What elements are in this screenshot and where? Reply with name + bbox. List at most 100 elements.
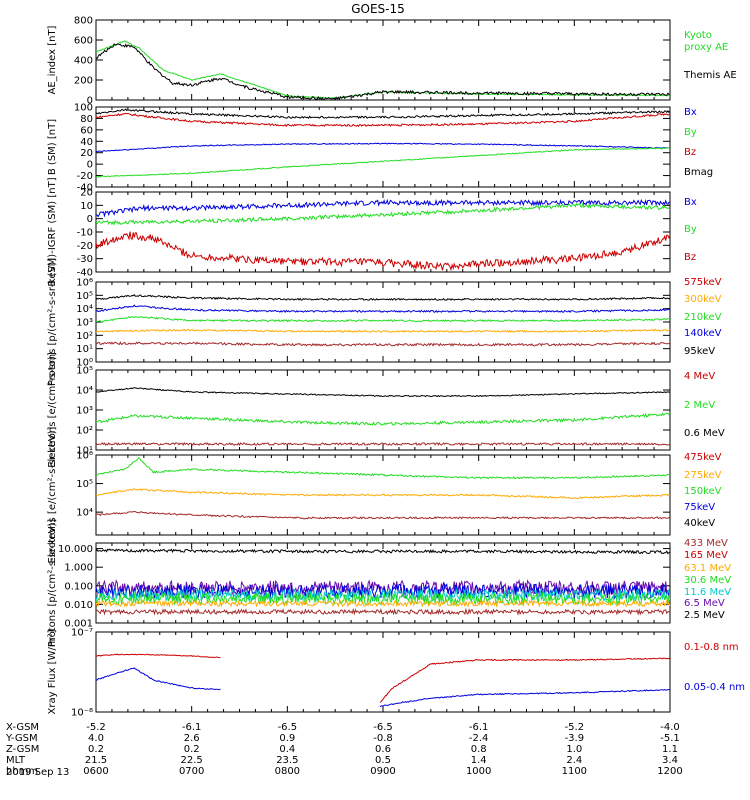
series-line-150kev [96,457,670,480]
legend-entry: 300keV [684,294,722,305]
series-group [96,108,670,178]
x-row-value: 0.2 [184,744,200,755]
y-tick-label: 0 [87,160,93,171]
y-tick-label: 20 [80,148,93,159]
series-line-bmag [96,108,670,120]
legend-entry: Bx [684,107,697,118]
legend-entry: 75keV [684,502,715,513]
y-axis-label: Xray Flux [W/m²] [47,629,58,714]
panel-frame [95,281,671,363]
x-row-value: -5.2 [565,722,585,733]
y-axis-label: AE_index [nT] [47,25,58,94]
x-row-value: 1.1 [662,744,678,755]
y-tick-label: 10⁵ [76,366,93,377]
legend-entry: 140keV [684,328,722,339]
series-line-bz [96,231,670,272]
x-row-value: 0900 [370,766,395,777]
series-line-210kev [96,315,670,323]
series-line-bz [96,112,670,128]
y-tick-label: -20 [77,241,93,252]
x-row-label: Z-GSM [6,744,39,755]
date-label: 2019 Sep 13 [6,767,69,778]
legend-entry: Bx [684,197,697,208]
y-tick-label: 10⁵ [76,291,93,302]
series-line-kyoto-proxy-ae [96,40,670,99]
y-tick-label: 0 [87,96,93,107]
legend-entry: 433 MeV [684,538,728,549]
y-tick-label: 60 [80,125,93,136]
y-tick-label: 10.000 [58,544,93,555]
series-line-140kev [96,304,670,314]
x-row-value: 21.5 [85,755,107,766]
legend-entry: 275keV [684,470,722,481]
y-axis-label: B (SM)-IGRF (SM) [nT] [47,177,58,286]
panel-hiprotons: 10.000 1.000 0.100 0.010 0.001 Protons [p/(cm… [47,519,731,647]
legend-entry: 575keV [684,277,722,288]
x-row-value: -4.0 [660,722,680,733]
x-row-label: X-GSM [6,722,39,733]
x-row-value: -5.2 [86,722,106,733]
series-line-bx [96,142,670,153]
x-row-value: 1200 [657,766,682,777]
y-tick-label: 0 [87,214,93,225]
y-tick-label: -40 [77,183,93,194]
legend-entry: 4 MeV [684,371,715,382]
x-row-value: -6.1 [182,722,202,733]
panel-electrons1: 10⁵ 10⁴ 10³ 10² 10¹ Electrons [e/(cm²-s-sr)] 4… [47,352,725,468]
legend-entry: Kyoto [684,30,712,41]
series-group [96,40,670,100]
panel-bigrf: 20 10 0 -10 -20 -30 -40 B (SM)-IGRF (SM) [nT] Bx… [47,177,697,286]
legend-entry: 0.1-0.8 nm [684,642,739,653]
legend-entry: 63.1 MeV [684,563,731,574]
y-tick-label: 10¹ [76,344,93,355]
legend-entry: 40keV [684,518,715,529]
y-tick-label: 10² [76,426,93,437]
y-tick-label: 10³ [76,318,93,329]
x-row-value: -6.5 [278,722,298,733]
x-row-value: 0600 [83,766,108,777]
series-line-95kev [96,294,670,301]
series-line-0-05-0-4-nm [379,688,670,708]
legend-entry: Bz [684,252,696,263]
y-tick-label: 1.000 [64,563,93,574]
legend-entry: 11.6 MeV [684,587,731,598]
legend-entry: 0.05-0.4 nm [684,682,745,693]
y-tick-label: 200 [74,76,93,87]
series-line-bx [96,198,670,218]
y-tick-label: 40 [80,137,93,148]
series-line-63-1-mev [96,591,670,607]
y-tick-label: 10⁴ [76,508,93,519]
legend-entry: 95keV [684,346,715,357]
y-tick-label: 80 [80,114,93,125]
y-tick-label: 10⁰ [76,358,93,369]
series-line-300kev [96,328,670,334]
x-row-value: -5.1 [660,733,680,744]
series-line-by [96,202,670,226]
y-tick-label: 10³ [76,406,93,417]
legend-entry: Bmag [684,167,713,178]
y-axis-label: Protons [p/(cm²-s-sr-keV)] [47,519,58,647]
legend-entry: 2 MeV [684,400,715,411]
y-tick-label: 10⁶ [76,451,93,462]
series-group [96,457,670,520]
series-line-0-1-0-8-nm [379,657,670,703]
y-tick-label: 10⁻⁷ [71,628,93,639]
x-row-value: -0.8 [373,733,393,744]
y-tick-label: 100 [74,103,93,114]
legend-entry: Themis AE [683,70,737,81]
x-row-value: 1100 [562,766,587,777]
panel-xray: 10⁻⁷ 10⁻⁸ Xray Flux [W/m²] 0.1-0.8 nm 0.05-0… [47,628,745,719]
panel-electrons2: 10⁶ 10⁵ 10⁴ Electrons [e/(cm²-s-sr-keV)] 475… [47,426,722,563]
legend-entry: 0.6 MeV [684,428,725,439]
y-tick-label: -30 [77,254,93,265]
panel-frame [95,19,671,101]
x-row-value: 22.5 [181,755,203,766]
x-row-value: 1000 [466,766,491,777]
legend-entry: 30.6 MeV [684,575,731,586]
x-row-label: hhmm [6,766,38,777]
x-row-value: 0.6 [375,744,391,755]
series-line-475kev [96,510,670,520]
x-row-value: 0.4 [279,744,295,755]
